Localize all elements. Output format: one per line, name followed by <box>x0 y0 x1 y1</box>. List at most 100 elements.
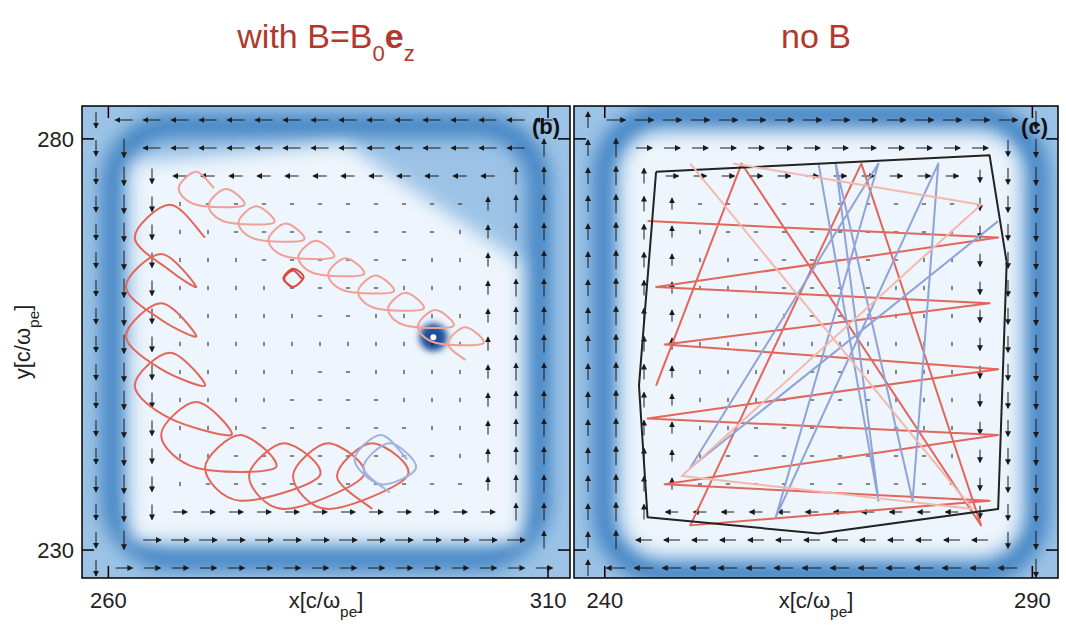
flow-arrow <box>862 176 875 177</box>
flow-arrow <box>720 540 736 541</box>
flow-arrow <box>803 568 822 569</box>
flow-arrow <box>607 120 626 121</box>
flow-arrow <box>432 398 433 402</box>
flow-arrow <box>1008 504 1009 520</box>
flow-arrow <box>283 540 301 541</box>
flow-arrow <box>588 112 589 128</box>
flow-arrow <box>516 503 517 520</box>
flow-arrow <box>199 148 216 149</box>
flow-arrow <box>96 336 97 352</box>
flow-arrow <box>152 253 153 268</box>
flow-arrow <box>544 307 545 324</box>
flow-arrow <box>943 568 962 569</box>
flow-arrow <box>124 335 125 354</box>
flow-arrow <box>376 314 377 318</box>
flow-arrow <box>944 148 960 149</box>
flow-arrow <box>124 223 125 242</box>
flow-arrow <box>644 421 645 436</box>
flow-arrow <box>894 484 898 485</box>
flow-arrow <box>726 232 730 233</box>
flow-arrow <box>180 342 181 346</box>
flow-arrow <box>999 120 1018 121</box>
flow-arrow <box>152 337 153 352</box>
flow-arrow <box>782 428 786 429</box>
flow-arrow <box>1036 363 1037 381</box>
flow-arrow <box>980 422 981 435</box>
flow-arrow <box>691 568 710 569</box>
figure: 260310230280x[c/ωpe]y[c/ωpe](b)with B=B0… <box>0 0 1066 626</box>
flow-arrow <box>425 176 439 177</box>
flow-arrow <box>616 391 617 410</box>
flow-arrow <box>782 456 786 457</box>
flow-arrow <box>588 448 589 464</box>
flow-arrow <box>180 202 181 206</box>
flow-arrow <box>208 258 209 262</box>
flow-arrow <box>616 195 617 214</box>
flow-arrow <box>488 477 489 490</box>
flow-arrow <box>946 176 959 177</box>
flow-arrow <box>262 260 266 261</box>
flow-arrow <box>516 223 517 240</box>
flow-arrow <box>924 258 925 262</box>
flow-arrow <box>404 370 405 374</box>
panel-label: (c) <box>1021 114 1048 139</box>
flow-arrow <box>952 426 953 430</box>
flow-arrow <box>776 540 792 541</box>
flow-arrow <box>672 254 673 265</box>
flow-arrow <box>944 540 960 541</box>
flow-arrow <box>616 335 617 354</box>
flow-arrow <box>208 370 209 374</box>
flow-arrow <box>980 450 981 463</box>
flow-arrow <box>644 365 645 380</box>
flow-arrow <box>754 260 758 261</box>
flow-arrow <box>96 140 97 156</box>
density-core <box>131 144 521 540</box>
flow-arrow <box>810 260 814 261</box>
flow-arrow <box>341 176 355 177</box>
flow-arrow <box>636 148 652 149</box>
flow-arrow <box>507 540 525 541</box>
flow-arrow <box>124 279 125 298</box>
flow-arrow <box>700 258 701 262</box>
flow-arrow <box>290 232 294 233</box>
flow-arrow <box>290 204 294 205</box>
flow-arrow <box>208 314 209 318</box>
y-tick <box>558 549 570 551</box>
flow-arrow <box>369 176 383 177</box>
flow-arrow <box>374 428 378 429</box>
flow-arrow <box>292 342 293 346</box>
flow-arrow <box>318 456 322 457</box>
flow-arrow <box>479 540 497 541</box>
flow-arrow <box>804 540 820 541</box>
flow-arrow <box>430 484 434 485</box>
x-tick <box>604 566 606 578</box>
flow-arrow <box>96 168 97 184</box>
flow-arrow <box>544 167 545 184</box>
flow-arrow <box>320 342 321 346</box>
flow-arrow <box>173 176 187 177</box>
flow-arrow <box>952 454 953 458</box>
flow-arrow <box>999 568 1018 569</box>
flow-arrow <box>616 447 617 466</box>
flow-arrow <box>952 314 953 318</box>
flow-arrow <box>918 176 931 177</box>
flow-arrow <box>311 540 329 541</box>
flow-arrow <box>255 120 272 121</box>
flow-arrow <box>1036 307 1037 325</box>
flow-arrow <box>481 176 495 177</box>
flow-arrow <box>1008 280 1009 296</box>
flow-arrow <box>374 288 378 289</box>
flow-arrow <box>346 428 350 429</box>
flow-arrow <box>115 120 132 121</box>
flow-arrow <box>866 484 870 485</box>
density-blob-center <box>430 334 436 340</box>
flow-arrow <box>208 398 209 402</box>
flow-arrow <box>290 484 294 485</box>
flow-arrow <box>516 195 517 212</box>
flow-arrow <box>756 398 757 402</box>
flow-arrow <box>180 286 181 290</box>
flow-arrow <box>264 370 265 374</box>
flow-arrow <box>607 568 626 569</box>
flow-arrow <box>318 400 322 401</box>
flow-arrow <box>283 148 300 149</box>
